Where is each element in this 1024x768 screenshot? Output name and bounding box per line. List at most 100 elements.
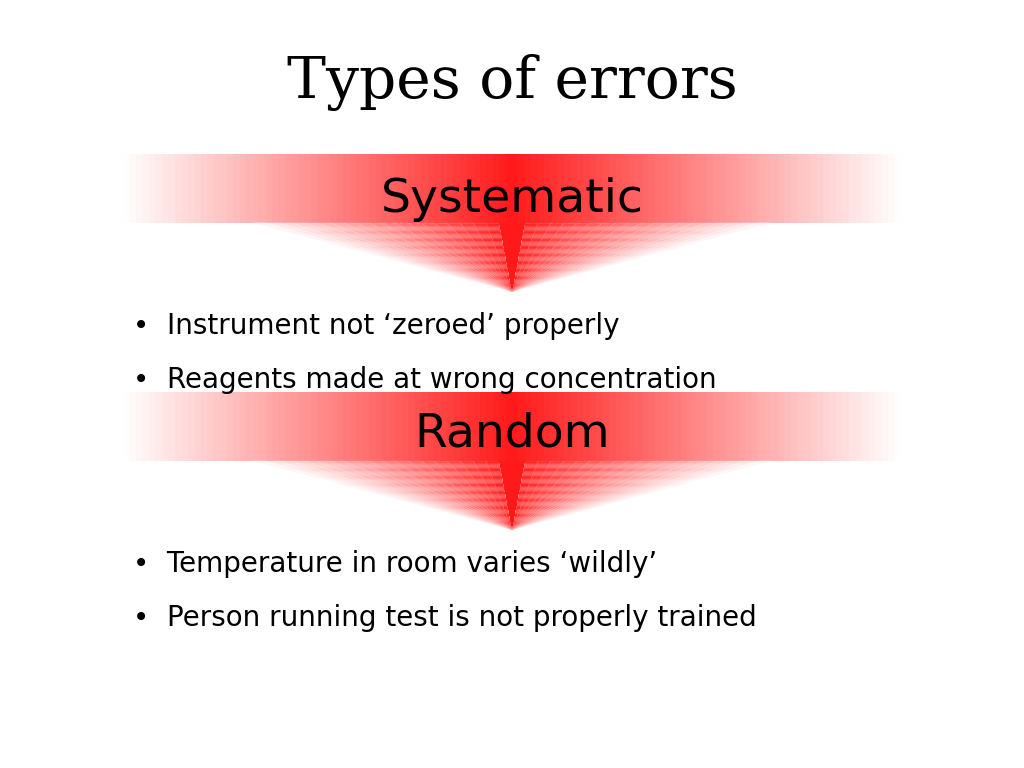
Polygon shape [355, 470, 369, 472]
Polygon shape [608, 248, 618, 249]
Polygon shape [499, 392, 506, 461]
Polygon shape [616, 478, 629, 479]
Polygon shape [311, 236, 326, 237]
Polygon shape [506, 498, 512, 499]
Polygon shape [514, 516, 517, 518]
Polygon shape [508, 525, 509, 527]
Polygon shape [668, 239, 681, 240]
Polygon shape [426, 472, 438, 473]
Polygon shape [528, 284, 534, 285]
Polygon shape [593, 262, 602, 263]
Polygon shape [493, 275, 497, 276]
Polygon shape [512, 239, 522, 240]
Polygon shape [575, 461, 590, 462]
Polygon shape [487, 276, 493, 277]
Polygon shape [508, 518, 510, 519]
Polygon shape [548, 491, 556, 492]
Polygon shape [585, 266, 593, 268]
Polygon shape [497, 283, 500, 284]
Polygon shape [525, 392, 531, 461]
Polygon shape [463, 516, 469, 518]
Polygon shape [370, 154, 376, 223]
Polygon shape [346, 229, 360, 230]
Polygon shape [481, 515, 486, 516]
Polygon shape [516, 525, 518, 527]
Polygon shape [667, 481, 679, 482]
Polygon shape [716, 461, 732, 462]
Polygon shape [579, 258, 587, 260]
Polygon shape [483, 278, 488, 280]
Polygon shape [674, 233, 688, 234]
Polygon shape [490, 507, 496, 508]
Polygon shape [556, 470, 568, 472]
Polygon shape [587, 241, 597, 243]
Polygon shape [556, 271, 562, 273]
Polygon shape [492, 502, 497, 504]
Polygon shape [562, 261, 570, 262]
Polygon shape [510, 291, 512, 292]
Polygon shape [439, 264, 447, 266]
Polygon shape [688, 232, 702, 233]
Polygon shape [360, 252, 373, 253]
Polygon shape [364, 481, 376, 482]
Polygon shape [454, 392, 460, 461]
Polygon shape [458, 250, 467, 252]
Polygon shape [401, 255, 412, 257]
Polygon shape [288, 470, 303, 472]
Polygon shape [520, 483, 529, 484]
Polygon shape [506, 499, 512, 500]
Polygon shape [862, 392, 868, 461]
Polygon shape [401, 261, 411, 262]
Polygon shape [486, 392, 493, 461]
Polygon shape [366, 470, 380, 472]
Polygon shape [547, 254, 555, 255]
Polygon shape [536, 498, 543, 499]
Polygon shape [481, 238, 493, 239]
Polygon shape [470, 277, 476, 278]
Polygon shape [483, 508, 488, 509]
Polygon shape [509, 284, 511, 285]
Polygon shape [391, 490, 401, 491]
Polygon shape [627, 482, 639, 483]
Polygon shape [353, 236, 367, 237]
Polygon shape [524, 524, 528, 525]
Polygon shape [537, 226, 549, 227]
Polygon shape [481, 522, 487, 523]
Polygon shape [484, 282, 489, 283]
Polygon shape [590, 268, 598, 269]
Polygon shape [430, 482, 441, 483]
Polygon shape [651, 479, 664, 481]
Polygon shape [279, 226, 294, 227]
Polygon shape [488, 278, 493, 280]
Polygon shape [373, 486, 384, 487]
Polygon shape [397, 498, 408, 499]
Polygon shape [541, 273, 547, 275]
Polygon shape [493, 392, 499, 461]
Polygon shape [476, 467, 488, 468]
Polygon shape [652, 233, 667, 234]
Polygon shape [420, 485, 430, 486]
Polygon shape [464, 240, 474, 241]
Polygon shape [647, 246, 658, 247]
Polygon shape [554, 273, 560, 275]
Polygon shape [483, 240, 493, 241]
Polygon shape [372, 472, 385, 473]
Polygon shape [501, 288, 505, 290]
Polygon shape [545, 247, 554, 248]
Polygon shape [445, 241, 457, 243]
Polygon shape [346, 467, 360, 468]
Polygon shape [512, 244, 521, 246]
Polygon shape [512, 513, 515, 514]
Polygon shape [561, 269, 568, 270]
Polygon shape [467, 490, 475, 491]
Polygon shape [683, 478, 696, 479]
Polygon shape [675, 462, 690, 463]
Polygon shape [630, 254, 640, 255]
Polygon shape [486, 224, 500, 225]
Polygon shape [451, 262, 458, 263]
Polygon shape [353, 239, 367, 240]
Polygon shape [471, 261, 478, 262]
Polygon shape [516, 287, 519, 288]
Polygon shape [517, 285, 520, 286]
Polygon shape [494, 285, 498, 286]
